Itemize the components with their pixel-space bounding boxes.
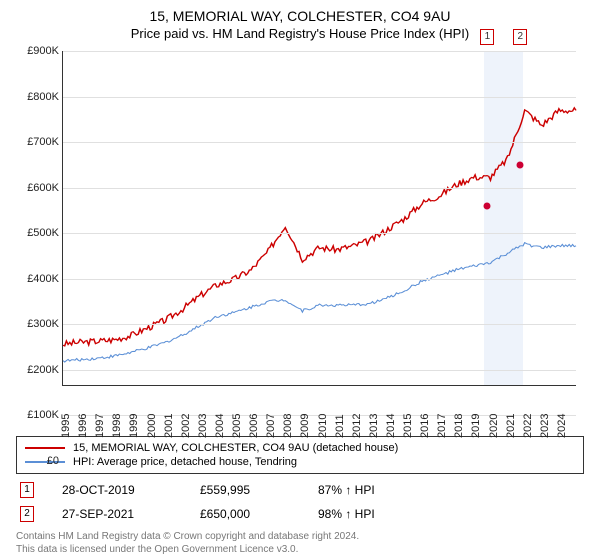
series-svg	[63, 51, 576, 385]
x-tick-label: 2006	[248, 398, 260, 438]
legend: 15, MEMORIAL WAY, COLCHESTER, CO4 9AU (d…	[16, 436, 584, 474]
x-tick-label: 1996	[77, 398, 89, 438]
gridline-h	[63, 97, 576, 98]
gridline-h	[63, 233, 576, 234]
series-line	[63, 243, 576, 362]
x-tick-label: 2011	[334, 398, 346, 438]
x-tick-label: 1997	[94, 398, 106, 438]
x-tick-label: 2019	[470, 398, 482, 438]
gridline-h	[63, 188, 576, 189]
y-tick-label: £300K	[17, 318, 59, 330]
x-tick-label: 2020	[488, 398, 500, 438]
y-tick-label: £600K	[17, 182, 59, 194]
sale-hpi: 87% ↑ HPI	[318, 483, 418, 497]
x-tick-label: 2007	[265, 398, 277, 438]
x-tick-label: 2009	[299, 398, 311, 438]
x-tick-label: 2012	[351, 398, 363, 438]
chart-container: 15, MEMORIAL WAY, COLCHESTER, CO4 9AU Pr…	[0, 0, 600, 560]
y-tick-label: £900K	[17, 45, 59, 57]
sale-price: £650,000	[200, 507, 290, 521]
gridline-h	[63, 370, 576, 371]
x-tick-label: 2003	[197, 398, 209, 438]
x-tick-label: 2001	[163, 398, 175, 438]
x-tick-label: 2023	[539, 398, 551, 438]
x-tick-label: 2018	[453, 398, 465, 438]
footer-line-1: Contains HM Land Registry data © Crown c…	[16, 530, 584, 543]
chart-subtitle: Price paid vs. HM Land Registry's House …	[16, 26, 584, 41]
x-tick-label: 2021	[505, 398, 517, 438]
legend-label: HPI: Average price, detached house, Tend…	[73, 456, 297, 468]
sale-date: 28-OCT-2019	[62, 483, 172, 497]
footer-line-2: This data is licensed under the Open Gov…	[16, 543, 584, 556]
x-tick-label: 2010	[317, 398, 329, 438]
sale-row: 2 27-SEP-2021 £650,000 98% ↑ HPI	[16, 504, 584, 528]
y-tick-label: £100K	[17, 409, 59, 421]
legend-row: 15, MEMORIAL WAY, COLCHESTER, CO4 9AU (d…	[25, 441, 575, 455]
plot-region: £0£100K£200K£300K£400K£500K£600K£700K£80…	[62, 51, 576, 386]
x-tick-label: 2004	[214, 398, 226, 438]
x-tick-label: 1999	[128, 398, 140, 438]
x-tick-label: 2000	[146, 398, 158, 438]
footer: Contains HM Land Registry data © Crown c…	[16, 530, 584, 556]
sale-index-box: 1	[480, 29, 494, 45]
x-tick-label: 1995	[60, 398, 72, 438]
chart-title: 15, MEMORIAL WAY, COLCHESTER, CO4 9AU	[16, 8, 584, 24]
x-tick-label: 2016	[419, 398, 431, 438]
y-tick-label: £400K	[17, 273, 59, 285]
x-tick-label: 2015	[402, 398, 414, 438]
sale-date: 27-SEP-2021	[62, 507, 172, 521]
gridline-h	[63, 142, 576, 143]
y-tick-label: £200K	[17, 364, 59, 376]
legend-swatch	[25, 447, 65, 449]
x-tick-label: 2014	[385, 398, 397, 438]
sale-price: £559,995	[200, 483, 290, 497]
legend-label: 15, MEMORIAL WAY, COLCHESTER, CO4 9AU (d…	[73, 442, 398, 454]
x-tick-label: 2013	[368, 398, 380, 438]
sale-hpi: 98% ↑ HPI	[318, 507, 418, 521]
y-tick-label: £700K	[17, 136, 59, 148]
x-tick-label: 2008	[282, 398, 294, 438]
sale-index: 1	[20, 482, 34, 498]
chart-area: £0£100K£200K£300K£400K£500K£600K£700K£80…	[16, 47, 584, 432]
gridline-h	[63, 51, 576, 52]
x-tick-label: 2005	[231, 398, 243, 438]
sale-marker	[484, 202, 491, 209]
y-tick-label: £800K	[17, 91, 59, 103]
y-tick-label: £500K	[17, 227, 59, 239]
gridline-h	[63, 279, 576, 280]
x-tick-label: 2002	[180, 398, 192, 438]
sale-marker	[517, 161, 524, 168]
sale-row: 1 28-OCT-2019 £559,995 87% ↑ HPI	[16, 480, 584, 504]
x-tick-label: 2024	[556, 398, 568, 438]
y-tick-label: £0	[17, 455, 59, 467]
sale-index-box: 2	[513, 29, 527, 45]
x-tick-label: 2017	[436, 398, 448, 438]
sales-table: 1 28-OCT-2019 £559,995 87% ↑ HPI 2 27-SEP-202…	[16, 480, 584, 528]
x-tick-label: 1998	[111, 398, 123, 438]
title-block: 15, MEMORIAL WAY, COLCHESTER, CO4 9AU Pr…	[16, 8, 584, 41]
series-line	[63, 108, 576, 346]
legend-row: HPI: Average price, detached house, Tend…	[25, 455, 575, 469]
sale-index: 2	[20, 506, 34, 522]
x-tick-label: 2022	[522, 398, 534, 438]
gridline-h	[63, 324, 576, 325]
